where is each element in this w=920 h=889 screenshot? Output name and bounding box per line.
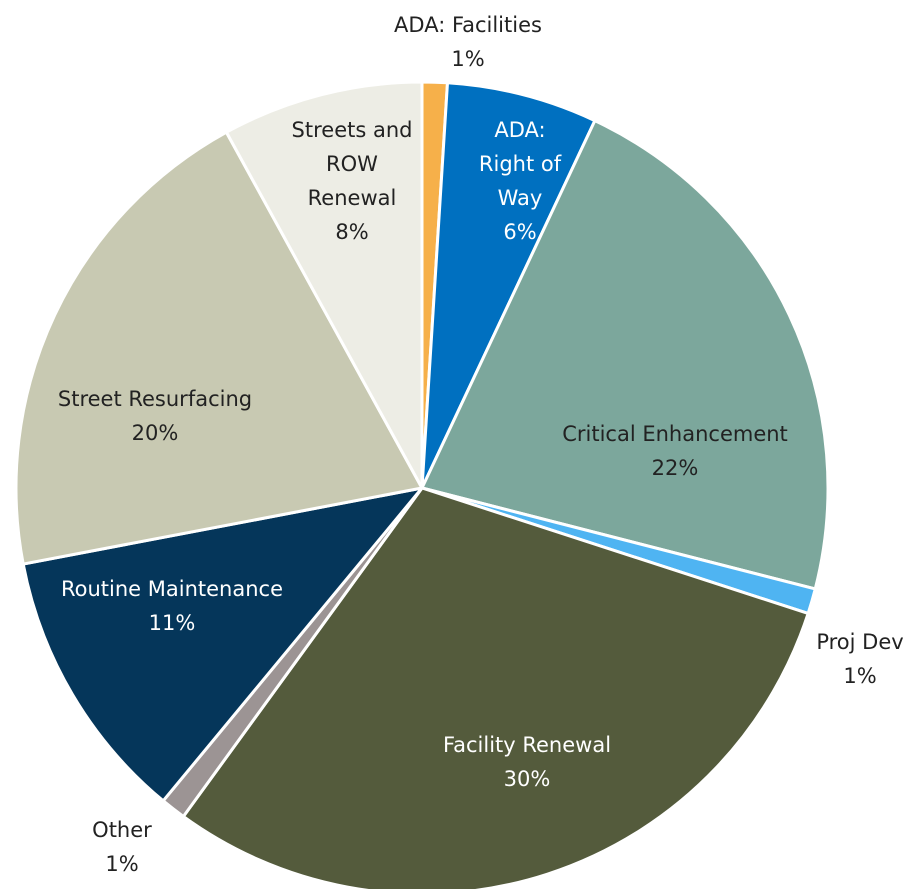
category-label: ADA: Right of Way (478, 118, 562, 210)
category-label: ADA: Facilities (394, 13, 542, 37)
slice-label: ADA: Right of Way 6% (474, 113, 566, 249)
value-label: 11% (148, 611, 196, 635)
slice (420, 119, 830, 591)
slice-label: Facility Renewal 30% (367, 728, 687, 796)
value-label: 20% (131, 421, 179, 445)
slice-label: Proj Dev 1% (800, 625, 920, 693)
category-label: Streets and ROW Renewal (291, 118, 413, 210)
value-label: 1% (843, 664, 877, 688)
value-label: 22% (651, 456, 699, 480)
category-label: Street Resurfacing (57, 387, 253, 411)
category-label: Facility Renewal (442, 733, 612, 757)
slice (224, 80, 424, 490)
category-label: Proj Dev (816, 630, 904, 654)
slice (181, 486, 810, 889)
value-label: 30% (503, 767, 551, 791)
slice-label: Routine Maintenance 11% (12, 572, 332, 640)
category-label: Critical Enhancement (562, 422, 788, 446)
slice-label: Street Resurfacing 20% (0, 382, 315, 450)
value-label: 1% (105, 852, 139, 876)
slice (420, 81, 597, 490)
value-label: 8% (335, 220, 369, 244)
category-label: Other (92, 818, 152, 842)
slice (14, 130, 424, 566)
value-label: 6% (503, 220, 537, 244)
slice-label: Other 1% (72, 813, 172, 881)
category-label: Routine Maintenance (60, 577, 284, 601)
slice-label: Streets and ROW Renewal 8% (287, 113, 417, 249)
value-label: 1% (451, 47, 485, 71)
slice (21, 486, 424, 803)
slice-label: ADA: Facilities 1% (338, 8, 598, 76)
slice-label: Critical Enhancement 22% (515, 417, 835, 485)
